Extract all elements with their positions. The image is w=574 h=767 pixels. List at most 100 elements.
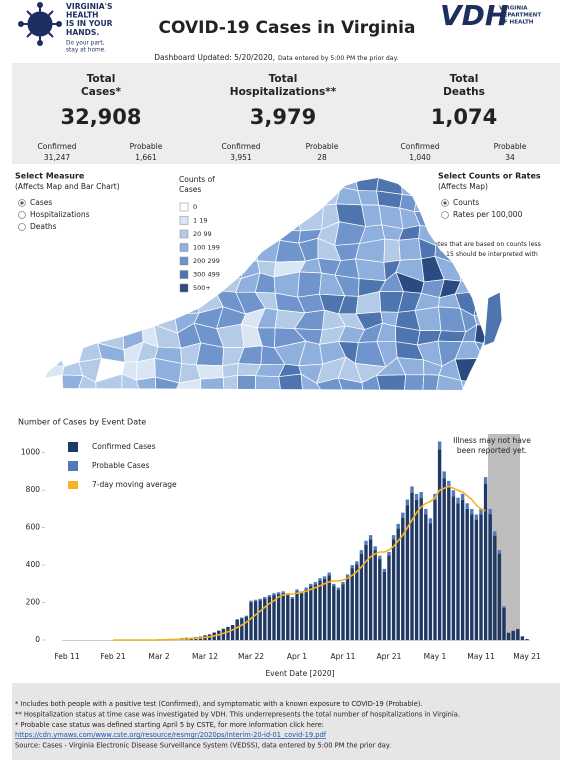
- bar-segment: [345, 574, 350, 578]
- county: [273, 195, 306, 208]
- bar-segment: [313, 584, 318, 640]
- stat-probable-label: Probable: [130, 142, 163, 151]
- page-title: COVID-19 Cases in Virginia: [159, 18, 416, 38]
- county: [40, 326, 63, 350]
- stat-confirmed: 3,951: [230, 153, 252, 162]
- stat-confirmed: 1,040: [409, 153, 431, 162]
- map-legend-swatch: [179, 256, 189, 266]
- bar-segment: [267, 595, 272, 597]
- bar-segment: [428, 523, 433, 640]
- rate-caution: than 15 should be interpreted with: [430, 251, 538, 258]
- bar-segment: [341, 584, 345, 640]
- bar-segment: [276, 594, 281, 640]
- county: [195, 364, 224, 380]
- bar-segment: [350, 568, 354, 640]
- radio-label[interactable]: Rates per 100,000: [453, 210, 523, 219]
- county: [413, 190, 440, 212]
- chart-annotation: Illness may not have: [453, 436, 531, 445]
- county: [296, 204, 324, 232]
- bar-segment: [258, 598, 262, 601]
- bar-segment: [497, 553, 502, 640]
- x-tick-label: Feb 21: [100, 652, 125, 661]
- county: [61, 374, 84, 390]
- radio-button[interactable]: [18, 223, 26, 231]
- county: [136, 178, 163, 193]
- county: [158, 178, 181, 196]
- radio-label[interactable]: Counts: [453, 198, 479, 207]
- vdh-name: OF HEALTH: [499, 20, 534, 26]
- bar-segment: [396, 528, 400, 640]
- radio-button[interactable]: [18, 211, 26, 219]
- county: [216, 178, 244, 190]
- bar-segment: [506, 632, 511, 640]
- bar-segment: [327, 575, 331, 640]
- bar-segment: [295, 589, 299, 592]
- y-tick-label: 600: [26, 523, 41, 532]
- legend-swatch: [68, 442, 78, 452]
- county: [136, 224, 159, 248]
- bar-segment: [272, 595, 276, 640]
- radio-label[interactable]: Deaths: [30, 222, 57, 231]
- county: [55, 223, 87, 244]
- bar-segment: [493, 535, 497, 640]
- bar-segment: [456, 497, 460, 504]
- county: [155, 376, 180, 390]
- stat-confirmed: 31,247: [44, 153, 70, 162]
- radio-label[interactable]: Hospitalizations: [30, 210, 90, 219]
- bar-segment: [263, 596, 267, 599]
- county: [40, 374, 64, 390]
- bar-segment: [240, 617, 244, 619]
- map-legend-label: 300 499: [193, 271, 220, 279]
- bar-segment: [226, 626, 230, 640]
- county: [473, 263, 485, 276]
- logo-line: VIRGINIA'S: [66, 2, 112, 11]
- radio-dot: [20, 201, 24, 205]
- county: [56, 264, 80, 276]
- stat-total: 32,908: [60, 105, 141, 129]
- stat-label: Hospitalizations**: [230, 86, 337, 98]
- x-axis-label: Event Date [2020]: [265, 669, 334, 678]
- bar-segment: [336, 589, 341, 640]
- county: [133, 291, 161, 312]
- county: [78, 290, 95, 311]
- county: [255, 375, 283, 390]
- stat-total: 1,074: [431, 105, 497, 129]
- county: [495, 365, 523, 378]
- bar-segment: [460, 493, 465, 500]
- bar-segment: [258, 600, 262, 640]
- county: [318, 178, 343, 194]
- map-legend-label: 500+: [193, 284, 211, 292]
- county: [398, 237, 422, 261]
- county: [304, 178, 324, 197]
- bar-segment: [479, 514, 483, 640]
- updated-note: Data entered by 5:00 PM the prior day.: [278, 55, 398, 62]
- x-tick-label: Feb 11: [54, 652, 79, 661]
- county: [57, 237, 86, 265]
- county: [135, 245, 162, 266]
- county: [237, 374, 257, 390]
- bar-segment: [318, 580, 322, 640]
- vdh-logo: VDH: [440, 0, 508, 32]
- bar-segment: [493, 531, 497, 536]
- county: [155, 225, 183, 248]
- y-tick-label: 400: [26, 560, 41, 569]
- county: [453, 224, 481, 242]
- county: [74, 258, 105, 283]
- bar-segment: [364, 544, 368, 640]
- bar-segment: [419, 492, 423, 499]
- radio-button[interactable]: [441, 211, 449, 219]
- footnote-link[interactable]: https://cdn.ymaws.com/www.cste.org/resou…: [15, 731, 327, 739]
- bar-segment: [483, 477, 488, 484]
- virginia-map: [40, 178, 523, 390]
- county: [244, 224, 261, 245]
- county: [40, 237, 66, 265]
- x-tick-label: Apr 11: [331, 652, 356, 661]
- county: [114, 271, 142, 293]
- bar-segment: [240, 618, 244, 640]
- bar-segment: [336, 587, 341, 590]
- bar-segment: [304, 587, 308, 590]
- county: [274, 178, 306, 198]
- bar-segment: [474, 519, 479, 640]
- radio-label[interactable]: Cases: [30, 198, 52, 207]
- bar-segment: [387, 555, 391, 640]
